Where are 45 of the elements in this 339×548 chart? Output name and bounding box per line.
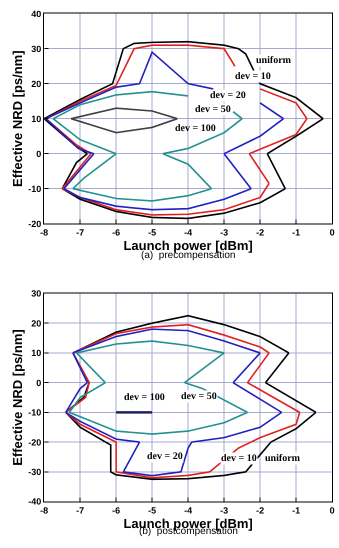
y-tick-label: -20 (28, 218, 42, 229)
x-tick-label: -1 (292, 228, 300, 238)
y-tick-label: 30 (31, 44, 42, 54)
x-tick-label: -7 (76, 505, 84, 516)
annotation: dev = 50 (195, 104, 231, 115)
annotation: dev = 20 (147, 451, 183, 462)
x-tick-label: -5 (148, 228, 156, 238)
x-tick-label: -2 (256, 505, 264, 516)
y-tick-label: -10 (28, 408, 42, 418)
y-axis-title: Effective NRD [ps/nm] (10, 329, 26, 466)
y-tick-label: 10 (31, 114, 42, 124)
annotation: dev = 50 (181, 391, 217, 402)
annotation: dev = 100 (124, 392, 165, 403)
x-tick-label: -2 (256, 228, 264, 238)
x-tick-label: 0 (330, 505, 335, 516)
annotation: dev = 100 (175, 123, 216, 134)
annotation: dev = 10 (235, 71, 271, 82)
y-tick-label: -10 (28, 184, 42, 194)
y-tick-label: 10 (31, 348, 42, 358)
x-tick-label: -1 (292, 505, 300, 516)
x-tick-label: -7 (76, 228, 84, 238)
x-tick-label: -3 (220, 505, 228, 516)
y-tick-label: -40 (28, 496, 42, 507)
x-tick-label: -4 (184, 228, 192, 238)
y-tick-label: 0 (36, 148, 42, 159)
y-axis-title: Effective NRD [ps/nm] (10, 50, 26, 187)
x-tick-label: -3 (220, 228, 228, 238)
y-tick-label: 20 (31, 318, 42, 328)
annotation: dev = 20 (210, 90, 246, 101)
x-tick-label: -6 (112, 228, 120, 238)
y-tick-label: -30 (28, 466, 42, 477)
annotation: uniform (265, 453, 301, 464)
y-tick-label: 20 (31, 78, 42, 89)
x-tick-label: 0 (330, 228, 335, 238)
y-tick-label: 30 (31, 288, 42, 299)
x-tick-label: -8 (40, 228, 48, 238)
x-tick-label: -5 (148, 505, 156, 516)
x-tick-label: -8 (40, 505, 48, 516)
y-tick-label: 40 (31, 8, 42, 19)
y-tick-label: 0 (36, 378, 42, 388)
x-tick-label: -4 (184, 505, 192, 516)
y-tick-label: -20 (28, 437, 42, 448)
x-tick-label: -6 (112, 505, 120, 516)
annotation: dev = 10 (221, 453, 257, 464)
annotation: uniform (256, 55, 292, 66)
